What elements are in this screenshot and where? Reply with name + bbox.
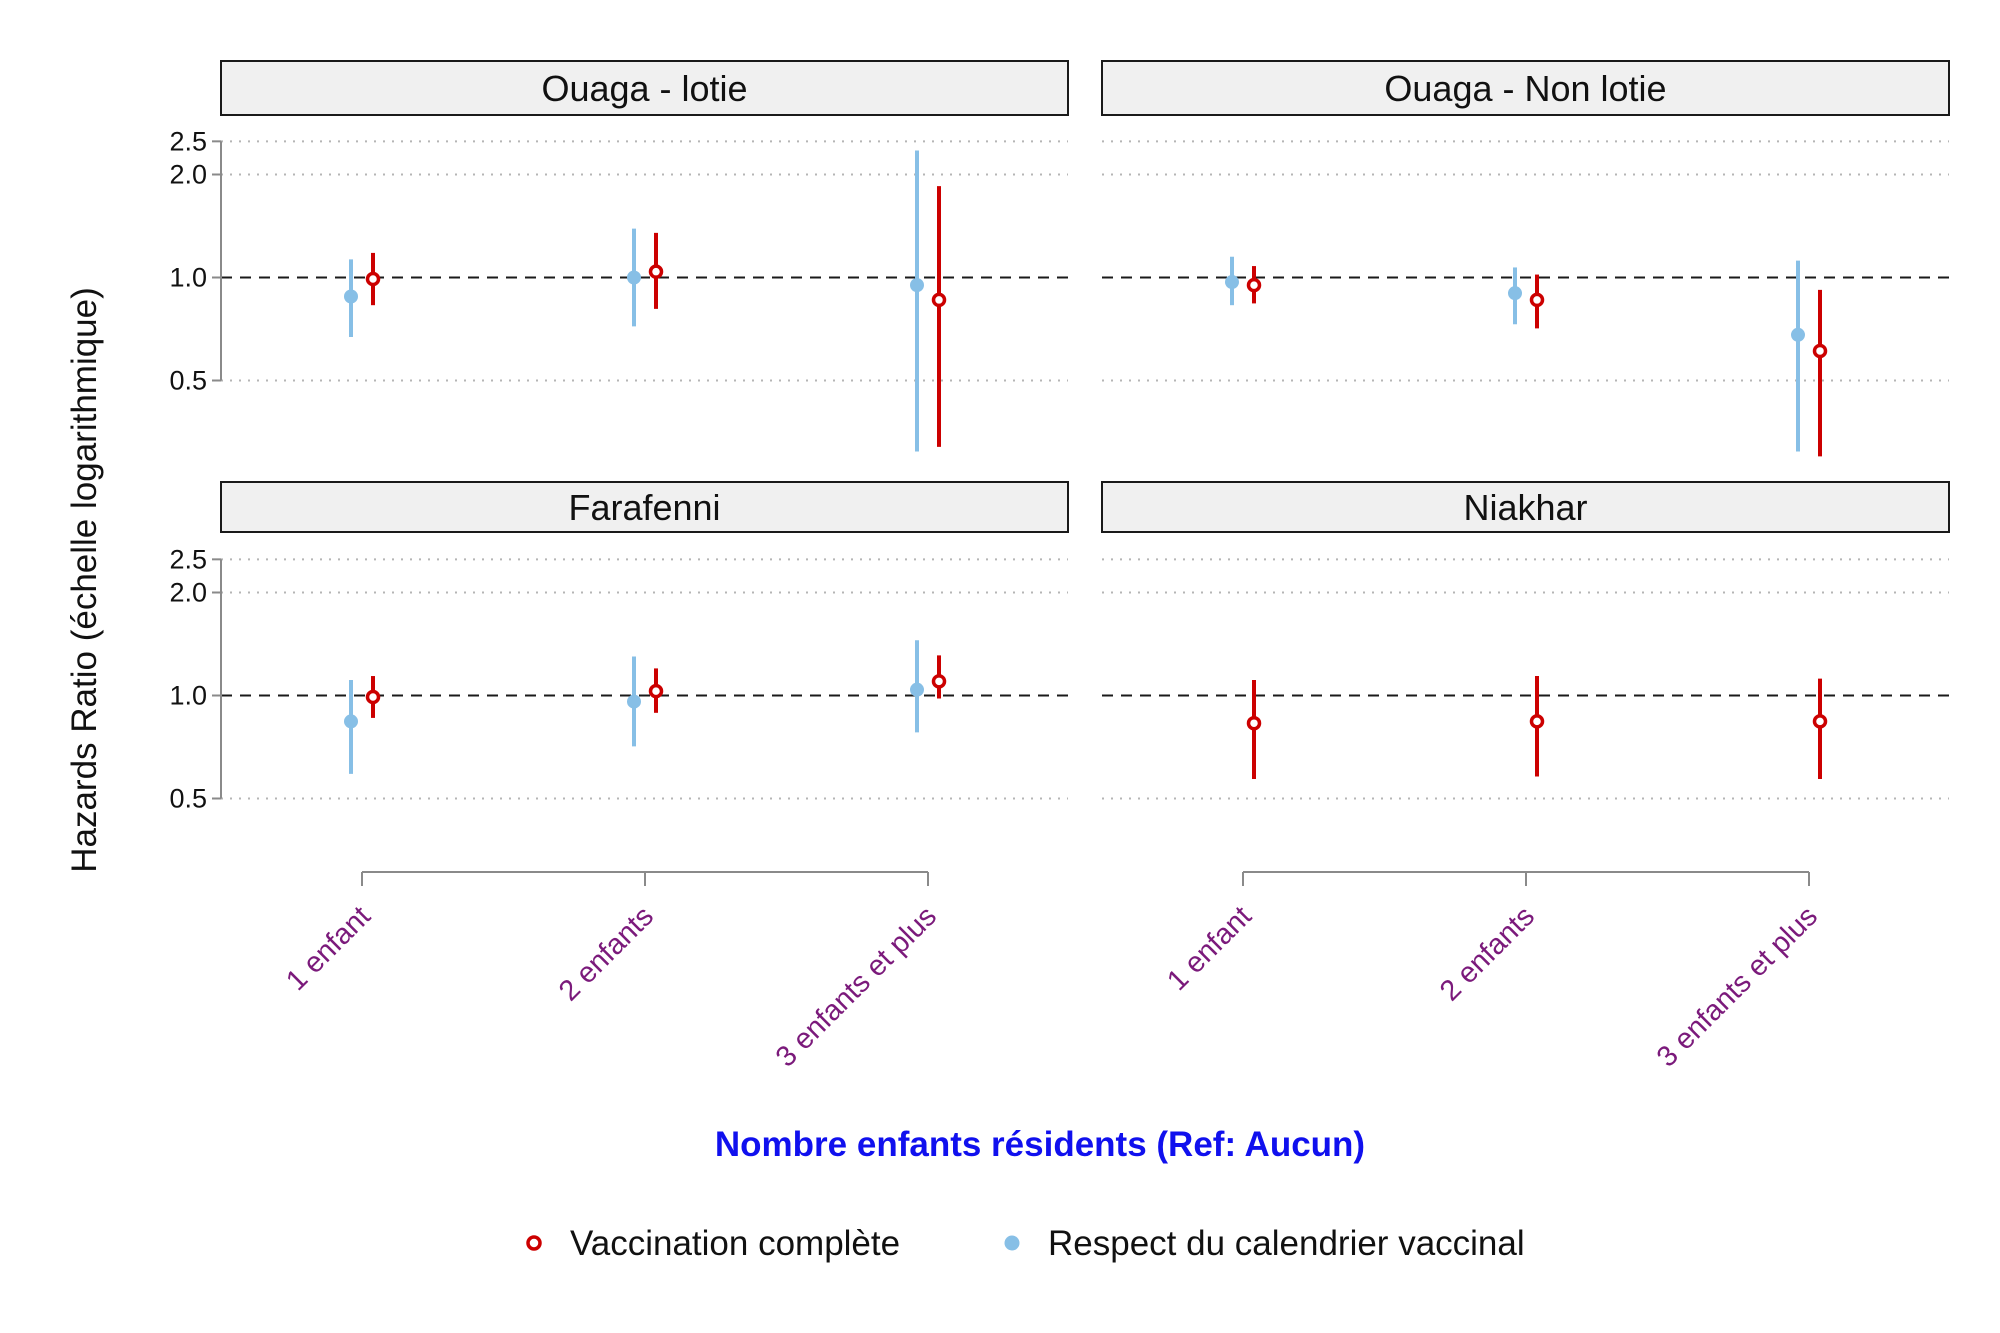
- x-tick-label-3-enfants-et-plus: 3 enfants et plus: [1651, 900, 1824, 1073]
- point-vc-2-enfants: [648, 668, 664, 713]
- x-axis-2: 1 enfant 2 enfants 3 enfants et plus: [1161, 871, 1824, 1073]
- point-rc-3-enfants-et-plus: [910, 150, 924, 452]
- y-axis-title: Hazards Ratio (échelle logarithmique): [65, 287, 104, 873]
- point-rc-1-enfant: [1225, 256, 1239, 306]
- legend-label: Vaccination complète: [570, 1224, 900, 1263]
- point-vc-1-enfant: [365, 252, 381, 306]
- panel-strip: [220, 60, 1069, 116]
- panel-niakhar: Niakhar: [1101, 481, 1950, 800]
- point-marker: [648, 264, 664, 279]
- point-marker: [1812, 343, 1828, 359]
- panel-strip: [1101, 60, 1950, 116]
- point-marker: [1246, 277, 1262, 293]
- x-tick-label-1-enfant: 1 enfant: [1161, 900, 1258, 997]
- point-vc-2-enfants: [1529, 676, 1545, 777]
- point-marker: [1529, 292, 1545, 308]
- point-vc-2-enfants: [1529, 274, 1545, 329]
- point-rc-3-enfants-et-plus: [910, 640, 924, 733]
- point-marker: [931, 674, 947, 689]
- point-marker: [365, 271, 381, 287]
- point-vc-3-enfants-et-plus: [931, 186, 947, 447]
- y-tick-label: 0.5: [169, 784, 207, 814]
- panel-strip: [220, 481, 1069, 533]
- point-vc-1-enfant: [365, 676, 381, 718]
- point-marker: [1791, 327, 1805, 342]
- point-rc-1-enfant: [344, 259, 358, 338]
- y-tick-label: 2.0: [169, 578, 207, 608]
- panel-ouaga-non-lotie: Ouaga - Non lotie: [1101, 60, 1950, 457]
- legend-marker: [526, 1235, 542, 1251]
- legend-item-vaccination-complete: Vaccination complète: [526, 1224, 900, 1263]
- y-tick-label: 2.0: [169, 160, 207, 190]
- legend-marker: [1004, 1235, 1020, 1251]
- point-marker: [627, 694, 641, 709]
- y-tick-label: 2.5: [169, 544, 207, 574]
- y-tick-label: 2.5: [169, 126, 207, 156]
- point-marker: [1225, 275, 1239, 290]
- point-vc-2-enfants: [648, 232, 664, 309]
- point-rc-1-enfant: [344, 679, 358, 774]
- point-marker: [910, 278, 924, 293]
- point-rc-2-enfants: [1508, 267, 1522, 325]
- panels: Ouaga - lotie 0.5 1.0 2.0 2.5 Ouaga - Non lot…: [169, 60, 1950, 814]
- x-axis-1: 1 enfant 2 enfants 3 enfants et plus: [280, 871, 943, 1073]
- point-marker: [1812, 714, 1828, 729]
- x-tick-label-2-enfants: 2 enfants: [553, 900, 660, 1007]
- point-marker: [910, 682, 924, 697]
- point-marker: [627, 270, 641, 285]
- x-tick-label-3-enfants-et-plus: 3 enfants et plus: [770, 900, 943, 1073]
- panel-farafenni: Farafenni 0.5 1.0 2.0 2.5: [169, 481, 1069, 814]
- point-marker: [1508, 286, 1522, 301]
- y-tick-label: 1.0: [169, 263, 207, 293]
- point-marker: [931, 292, 947, 308]
- y-tick-label: 1.0: [169, 681, 207, 711]
- point-marker: [1529, 714, 1545, 729]
- point-rc-2-enfants: [627, 228, 641, 327]
- panel-title: Ouaga - Non lotie: [1384, 68, 1666, 109]
- legend-item-respect-du-calendrier-vaccinal: Respect du calendrier vaccinal: [1004, 1224, 1525, 1263]
- point-rc-2-enfants: [627, 656, 641, 747]
- point-vc-3-enfants-et-plus: [931, 655, 947, 699]
- point-vc-3-enfants-et-plus: [1812, 289, 1828, 457]
- point-marker: [344, 289, 358, 304]
- panel-strip: [1101, 481, 1950, 533]
- x-tick-label-2-enfants: 2 enfants: [1434, 900, 1541, 1007]
- x-axis-title: Nombre enfants résidents (Ref: Aucun): [715, 1125, 1365, 1164]
- point-vc-1-enfant: [1246, 679, 1262, 780]
- panel-title: Niakhar: [1463, 487, 1587, 528]
- y-tick-label: 0.5: [169, 366, 207, 396]
- x-tick-label-1-enfant: 1 enfant: [280, 900, 377, 997]
- point-rc-3-enfants-et-plus: [1791, 260, 1805, 452]
- legend-label: Respect du calendrier vaccinal: [1048, 1224, 1525, 1263]
- point-marker: [1246, 715, 1262, 731]
- panel-title: Ouaga - lotie: [541, 68, 747, 109]
- point-vc-3-enfants-et-plus: [1812, 678, 1828, 780]
- point-vc-1-enfant: [1246, 266, 1262, 304]
- panel-ouaga-lotie: Ouaga - lotie 0.5 1.0 2.0 2.5: [169, 60, 1069, 452]
- x-axes: 1 enfant 2 enfants 3 enfants et plus 1 enfa…: [280, 871, 1824, 1073]
- legend: Vaccination complète Respect du calendrie…: [526, 1224, 1525, 1263]
- panel-title: Farafenni: [568, 487, 720, 528]
- point-marker: [365, 689, 381, 705]
- point-marker: [648, 683, 664, 699]
- point-marker: [344, 714, 358, 729]
